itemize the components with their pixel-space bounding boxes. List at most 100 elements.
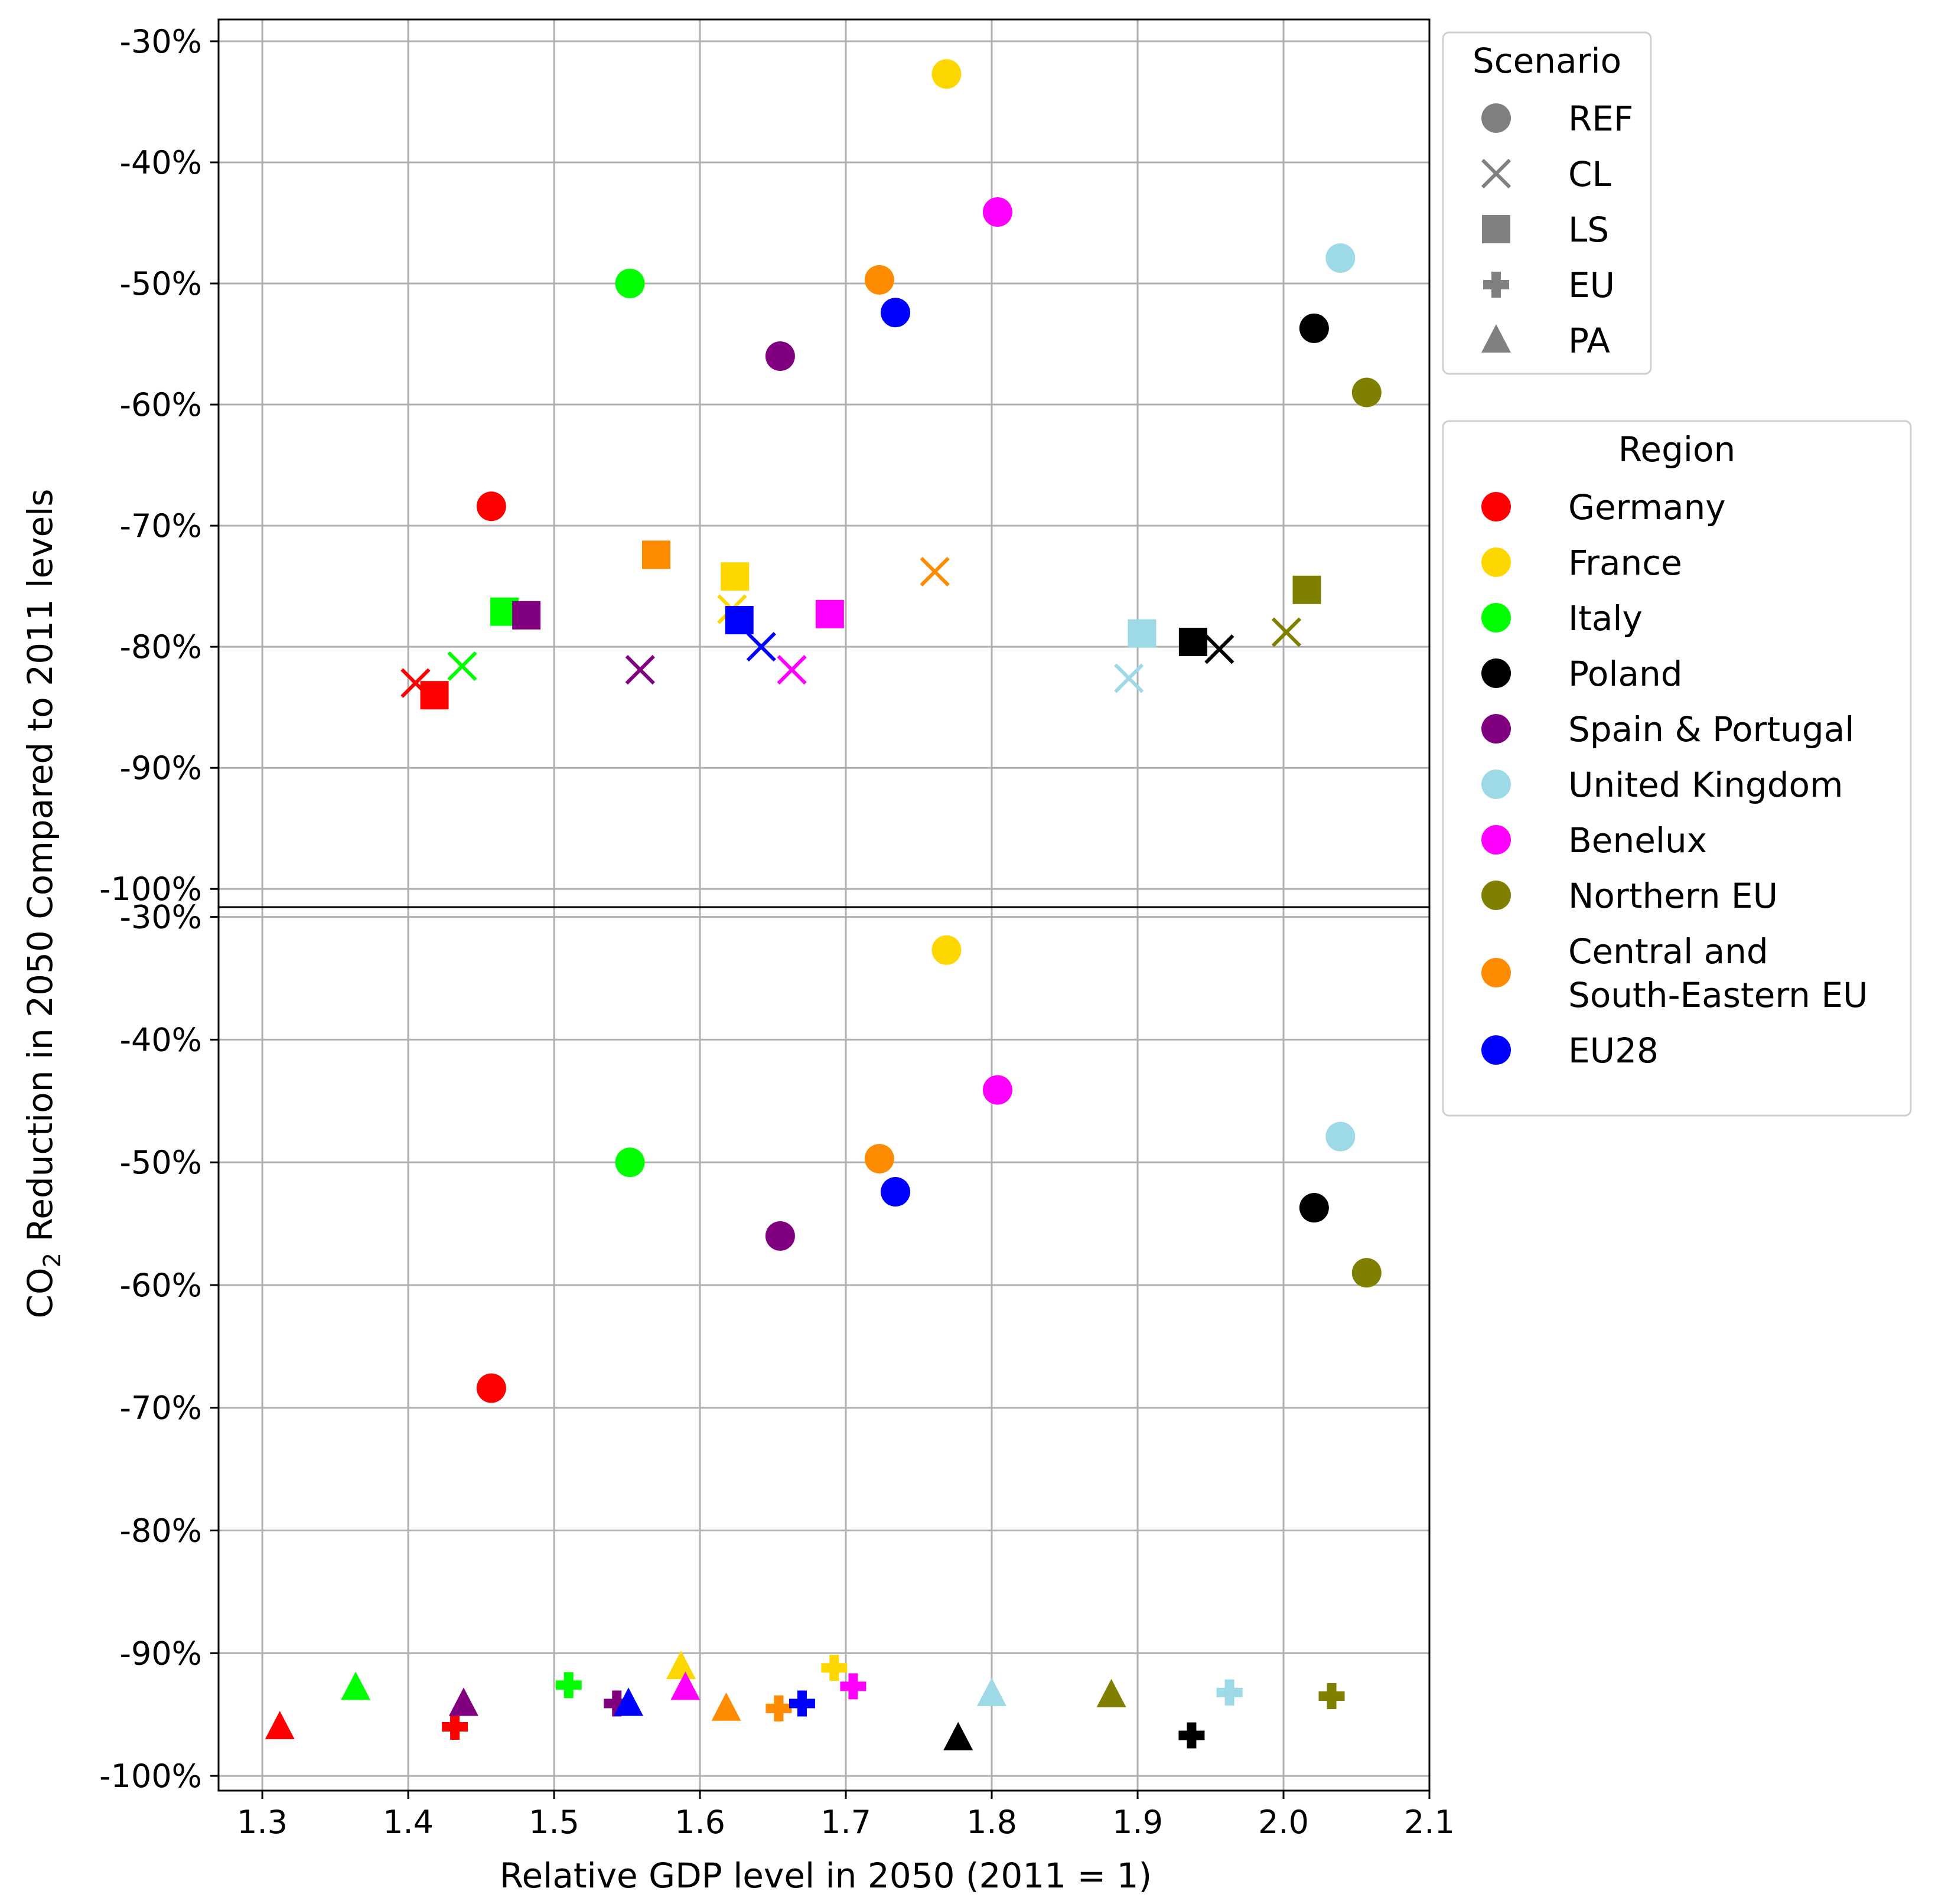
legend-marker-northern-eu <box>1481 881 1511 910</box>
point-eu28-ls <box>725 606 754 635</box>
x-tick-label: 1.6 <box>675 1804 725 1841</box>
x-tick-label: 1.4 <box>383 1804 434 1841</box>
legend-marker-france <box>1481 547 1511 577</box>
point-italy-ref <box>615 269 645 299</box>
y-tick-label: -30% <box>119 23 202 60</box>
point-poland-eu <box>1178 1722 1205 1749</box>
legend-marker-germany <box>1481 492 1511 521</box>
point-northern-eu-ls <box>1292 575 1321 604</box>
point-italy-eu <box>555 1672 582 1698</box>
x-axis-ticks: 1.3 1.4 1.5 1.6 1.7 1.8 1.9 2.0 2.1 <box>237 1791 1455 1841</box>
point-poland-ls <box>1178 627 1207 656</box>
bottom-panel: -30% -40% -50% -60% -70% -80% -90% -100% <box>99 899 1431 1795</box>
point-germany-ref <box>476 1373 506 1403</box>
legend-label-pa: PA <box>1568 321 1610 361</box>
legend-label-france: France <box>1568 543 1682 583</box>
x-tick-label: 1.5 <box>529 1804 579 1841</box>
legend-label-line: Poland <box>1568 654 1683 694</box>
legend-label-spain-and-portugal: Spain & Portugal <box>1568 709 1854 749</box>
legend-label-germany: Germany <box>1568 487 1726 527</box>
legend-label-ref: REF <box>1568 99 1633 139</box>
legend-label-northern-eu: Northern EU <box>1568 876 1778 916</box>
legend-marker-ls <box>1482 215 1510 243</box>
y-tick-label: -50% <box>119 265 202 302</box>
point-benelux-eu <box>840 1673 866 1700</box>
legend-label-line: EU28 <box>1568 1031 1659 1071</box>
point-central-and-south-eastern-eu-eu <box>765 1695 792 1722</box>
point-eu28-pa <box>614 1687 644 1716</box>
bottom-y-axis-ticks: -30% -40% -50% -60% -70% -80% -90% -100% <box>99 899 219 1795</box>
top-panel: -30% -40% -50% -60% -70% -80% -90% -100% <box>99 18 1431 908</box>
point-poland-cl <box>1204 634 1234 664</box>
y-tick-label: -70% <box>119 1390 202 1427</box>
x-tick-label: 1.7 <box>820 1804 871 1841</box>
legend-label-poland: Poland <box>1568 654 1683 694</box>
legend-label-line: France <box>1568 543 1682 583</box>
point-france-ref <box>931 59 962 89</box>
legend-marker-pa <box>1481 324 1511 353</box>
scenario-legend: Scenario REF CL LS EU PA <box>1442 31 1652 375</box>
legend-label-line: South-Eastern EU <box>1568 975 1868 1015</box>
legend-label-united-kingdom: United Kingdom <box>1568 765 1843 805</box>
point-poland-pa <box>943 1722 973 1750</box>
point-poland-ref <box>1299 313 1329 343</box>
point-northern-eu-eu <box>1318 1683 1345 1710</box>
point-germany-pa <box>265 1710 295 1739</box>
point-eu28-eu <box>789 1690 815 1717</box>
legend-label-line: Central and <box>1568 931 1768 971</box>
legend-label-central-and-south-eastern-eu: Central and South-Eastern EU <box>1568 931 1868 1015</box>
point-benelux-ref <box>982 1075 1012 1105</box>
y-axis-label: CO2 Reduction in 2050 Compared to 2011 l… <box>20 489 66 1319</box>
region-legend-frame <box>1442 420 1912 1117</box>
legend-marker-eu28 <box>1481 1035 1511 1065</box>
legend-label-eu: EU <box>1568 265 1615 305</box>
point-central-and-south-eastern-eu-ls <box>641 540 670 569</box>
point-france-ls <box>721 562 750 591</box>
legend-label-eu28: EU28 <box>1568 1031 1659 1071</box>
legend-label-line: Northern EU <box>1568 876 1778 916</box>
point-germany-eu <box>442 1713 468 1740</box>
point-spain-and-portugal-ls <box>512 601 541 630</box>
point-italy-ref <box>615 1147 645 1178</box>
point-central-and-south-eastern-eu-ref <box>864 1143 894 1173</box>
point-benelux-pa <box>670 1671 701 1700</box>
point-united-kingdom-ref <box>1325 243 1356 273</box>
y-tick-label: -70% <box>119 507 202 545</box>
y-tick-label: -100% <box>99 1758 202 1795</box>
point-germany-ls <box>420 681 449 710</box>
y-axis-label-subscript: 2 <box>39 1253 66 1267</box>
x-tick-label: 1.3 <box>237 1804 288 1841</box>
point-germany-ref <box>476 491 506 521</box>
region-legend: Region Germany France Italy Poland Spain & Po… <box>1442 420 1912 1117</box>
x-tick-label: 1.9 <box>1112 1804 1163 1841</box>
point-central-and-south-eastern-eu-cl <box>920 556 950 587</box>
point-poland-ref <box>1299 1193 1329 1223</box>
point-spain-and-portugal-ref <box>765 1221 795 1251</box>
point-eu28-ref <box>881 298 911 328</box>
scenario-legend-frame <box>1442 31 1652 375</box>
legend-label-line: United Kingdom <box>1568 765 1843 805</box>
point-united-kingdom-cl <box>1114 663 1144 693</box>
point-italy-pa <box>341 1671 371 1700</box>
bottom-grid <box>219 907 1429 1791</box>
point-benelux-cl <box>777 654 807 685</box>
legend-label-italy: Italy <box>1568 598 1643 638</box>
legend-label-line: Benelux <box>1568 820 1707 860</box>
top-y-axis-ticks: -30% -40% -50% -60% -70% -80% -90% -100% <box>99 23 219 908</box>
x-tick-label: 1.8 <box>966 1804 1017 1841</box>
y-axis-label-suffix: Reduction in 2050 Compared to 2011 level… <box>20 489 60 1253</box>
legend-marker-united-kingdom <box>1481 770 1511 799</box>
point-france-ref <box>931 935 962 965</box>
point-spain-and-portugal-pa <box>448 1687 478 1716</box>
point-northern-eu-ref <box>1351 377 1382 407</box>
legend-marker-spain-and-portugal <box>1481 714 1511 744</box>
legend-marker-cl <box>1481 158 1511 189</box>
y-tick-label: -100% <box>99 871 202 908</box>
top-points <box>400 59 1382 710</box>
legend-label-benelux: Benelux <box>1568 820 1707 860</box>
y-tick-label: -80% <box>119 628 202 666</box>
x-axis-label: Relative GDP level in 2050 (2011 = 1) <box>500 1856 1152 1896</box>
bottom-points <box>265 935 1382 1750</box>
point-spain-and-portugal-ref <box>765 341 795 371</box>
